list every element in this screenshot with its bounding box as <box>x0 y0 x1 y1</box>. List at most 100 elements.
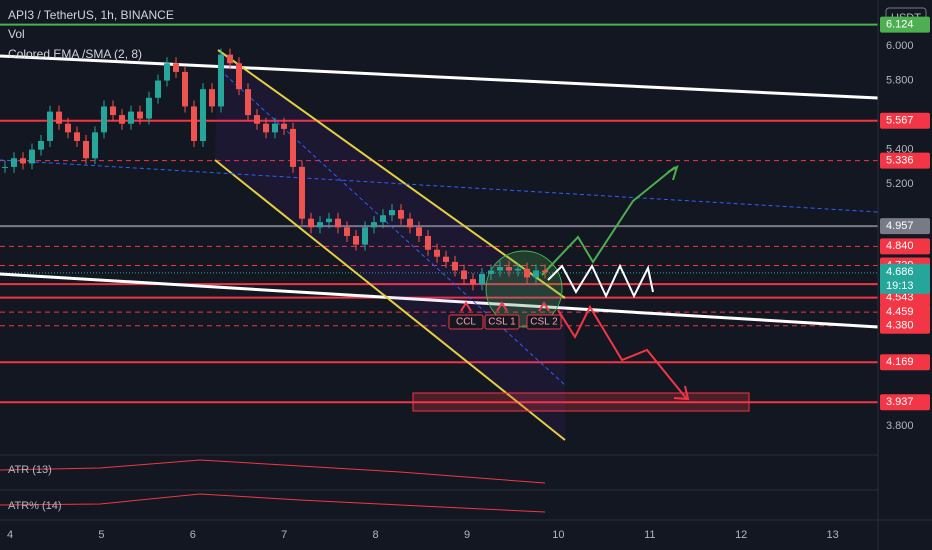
price-axis: 6.000 5.800 5.400 5.200 3.800 6.124 5.567 5.336… <box>880 16 930 432</box>
annotation-arrow <box>460 301 472 312</box>
candle <box>92 132 98 159</box>
candle <box>425 235 431 250</box>
candles <box>2 48 548 291</box>
level-badge <box>880 112 930 129</box>
level-label: 4.459 <box>886 306 914 318</box>
candle <box>101 106 107 133</box>
candle <box>281 123 287 129</box>
annotation: CCL <box>456 317 476 328</box>
annotation: CSL 1 <box>488 317 516 328</box>
candle <box>146 97 152 119</box>
level-badge <box>880 218 930 235</box>
level-label: 5.336 <box>886 155 914 167</box>
trend-line <box>0 272 879 329</box>
candle <box>200 89 206 141</box>
annotation-box <box>526 314 562 330</box>
level-label: 5.567 <box>886 115 914 127</box>
candle <box>65 123 71 133</box>
candle <box>407 218 413 228</box>
bull-path <box>541 166 676 276</box>
levels <box>0 23 878 404</box>
atr-pct-line <box>0 493 546 513</box>
candle <box>20 158 26 164</box>
time-tick-label: 13 <box>826 529 838 541</box>
level-label: 4.169 <box>886 356 914 368</box>
candle <box>524 268 530 278</box>
indicator-label: Vol <box>8 27 25 41</box>
level-label: 4.543 <box>886 292 914 304</box>
time-tick-label: 8 <box>373 529 379 541</box>
level-badge <box>880 238 930 255</box>
candle <box>2 166 8 168</box>
candle <box>434 249 440 257</box>
candle <box>47 111 53 141</box>
time-tick-label: 4 <box>7 529 13 541</box>
candle <box>488 270 494 274</box>
candle <box>164 63 170 81</box>
candle <box>227 54 233 64</box>
candle <box>317 222 323 228</box>
candle <box>29 149 35 164</box>
candle <box>38 140 44 150</box>
annotation-arrow <box>496 301 508 312</box>
candle <box>389 210 395 216</box>
candle <box>515 268 521 271</box>
candle <box>119 115 125 124</box>
candle <box>380 215 386 223</box>
price-tick-label: 5.800 <box>886 74 914 86</box>
time-tick-label: 10 <box>552 529 564 541</box>
trend-line <box>219 69 566 386</box>
candle <box>308 218 314 228</box>
pane-label: ATR% (14) <box>8 500 62 512</box>
countdown: 19:13 <box>886 280 914 292</box>
level-badge <box>880 317 930 334</box>
channel-line <box>217 49 566 299</box>
candle <box>245 89 251 116</box>
range-path <box>547 263 654 299</box>
candle <box>191 106 197 141</box>
level-badge <box>880 16 930 33</box>
candle <box>209 89 215 107</box>
candle <box>254 115 260 124</box>
candle <box>218 54 224 107</box>
level-label: 6.124 <box>886 18 914 30</box>
candle <box>137 111 143 119</box>
candle <box>344 227 350 236</box>
candle <box>398 210 404 219</box>
candle <box>542 270 548 273</box>
level-badge <box>880 394 930 411</box>
time-tick-label: 11 <box>644 529 655 541</box>
indicator-label: Colored EMA /SMA (2, 8) <box>8 47 142 61</box>
candle <box>182 71 188 107</box>
price-tick-label: 6.000 <box>886 40 914 52</box>
candle <box>533 270 539 278</box>
annotation-box <box>484 314 520 330</box>
symbol-title: API3 / TetherUS, 1h, BINANCE <box>8 8 174 22</box>
candle <box>299 166 305 219</box>
candle <box>236 63 242 90</box>
candle <box>362 227 368 245</box>
candle <box>110 106 116 116</box>
candle <box>11 158 17 167</box>
candle <box>155 80 161 98</box>
candle <box>263 123 269 133</box>
candle <box>290 128 296 167</box>
time-tick-label: 6 <box>190 529 196 541</box>
candle <box>335 218 341 228</box>
candle <box>56 111 62 124</box>
time-tick-label: 9 <box>464 529 470 541</box>
price-tick-label: 5.400 <box>886 144 914 156</box>
candle <box>479 273 485 285</box>
annotation: CSL 2 <box>530 317 558 328</box>
time-tick-label: 12 <box>735 529 747 541</box>
arrow-head <box>673 385 690 401</box>
trend-line <box>0 54 879 100</box>
price-tick-label: 3.800 <box>886 420 914 432</box>
candle <box>83 140 89 159</box>
candle <box>128 111 134 124</box>
time-tick-label: 7 <box>281 529 287 541</box>
level-badge <box>880 304 930 321</box>
pane-label: ATR (13) <box>8 464 52 476</box>
